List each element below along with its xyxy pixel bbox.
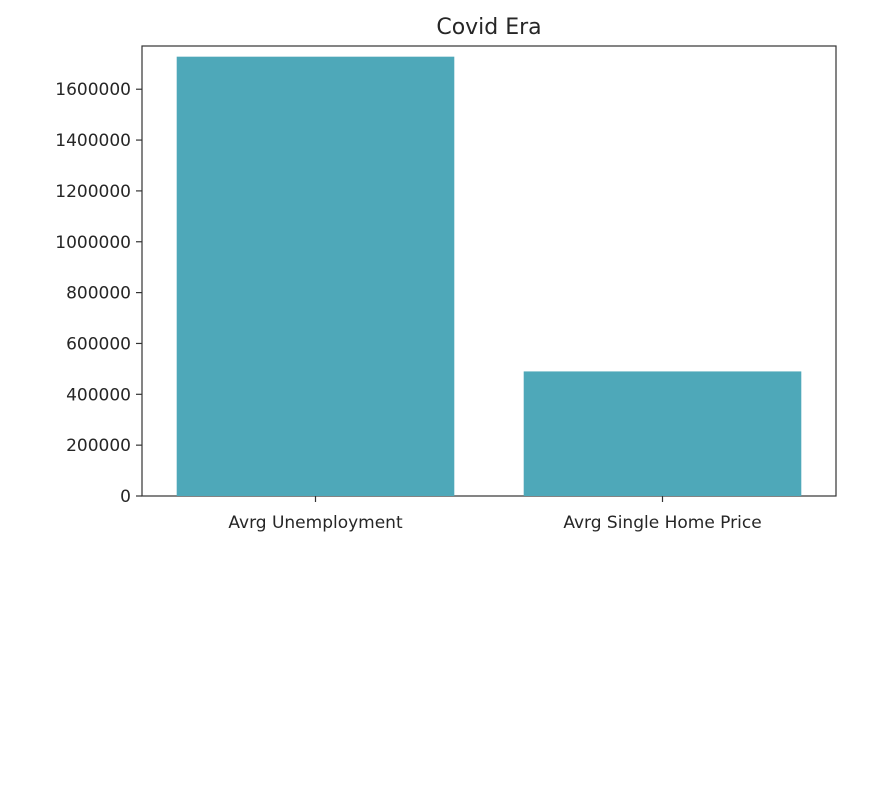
y-tick-label-7: 1400000 (55, 131, 131, 151)
y-tick-label-0: 0 (120, 487, 131, 507)
chart-title: Covid Era (436, 15, 541, 40)
y-tick-label-2: 400000 (66, 385, 131, 405)
x-axis: Avrg Unemployment Avrg Single Home Price (228, 496, 762, 533)
x-tick-label-0: Avrg Unemployment (228, 513, 403, 533)
y-tick-label-4: 800000 (66, 284, 131, 304)
bars-layer (176, 56, 802, 496)
y-tick-label-3: 600000 (66, 334, 131, 354)
bar-0 (176, 56, 455, 496)
y-tick-label-6: 1200000 (55, 182, 131, 202)
y-axis: 0 200000 400000 600000 800000 1000000 1200000 1… (55, 80, 142, 507)
x-tick-label-1: Avrg Single Home Price (563, 513, 761, 533)
plot-frame (141, 45, 837, 497)
y-tick-label-1: 200000 (66, 436, 131, 456)
y-tick-label-8: 1600000 (55, 80, 131, 100)
bar-1 (523, 371, 802, 496)
y-tick-label-5: 1000000 (55, 233, 131, 253)
